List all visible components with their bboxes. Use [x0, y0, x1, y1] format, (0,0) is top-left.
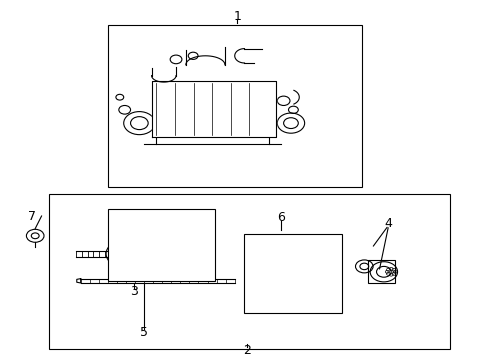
Text: 2: 2: [243, 345, 250, 357]
Polygon shape: [77, 279, 81, 283]
Bar: [49, 194, 449, 349]
Bar: [107, 209, 215, 281]
Bar: [244, 234, 342, 313]
Text: 7: 7: [28, 210, 36, 222]
Text: 4: 4: [384, 217, 392, 230]
Text: 3: 3: [130, 285, 138, 298]
Polygon shape: [151, 81, 276, 137]
Text: 6: 6: [277, 211, 285, 224]
Text: 5: 5: [140, 327, 148, 339]
Bar: [107, 25, 361, 187]
Text: 1: 1: [233, 10, 241, 23]
Bar: [367, 260, 394, 283]
